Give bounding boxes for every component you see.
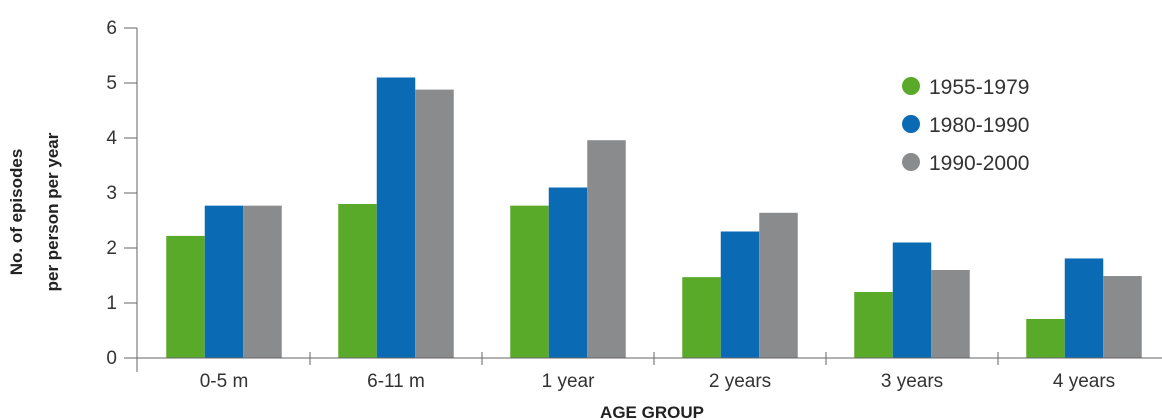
y-tick-label: 6 bbox=[106, 18, 117, 39]
bar-1980-1990-3 years bbox=[892, 242, 932, 358]
y-tick-label: 2 bbox=[106, 238, 117, 259]
bar-1980-1990-1 year bbox=[548, 187, 588, 358]
x-axis-ticks bbox=[136, 352, 999, 372]
x-axis-category-labels: 0-5 m 6-11 m 1 year 2 years 3 years 4 years bbox=[200, 371, 1115, 392]
bar-1990-2000-1 year bbox=[587, 140, 626, 358]
y-axis-title-line-2: per person per year bbox=[43, 132, 62, 291]
legend-label: 1955-1979 bbox=[929, 76, 1029, 99]
bar-1990-2000-3 years bbox=[931, 270, 970, 358]
x-category-label: 3 years bbox=[881, 371, 943, 392]
bar-series-group bbox=[166, 77, 1142, 358]
legend-marker bbox=[902, 153, 920, 171]
y-tick-label: 1 bbox=[106, 293, 117, 314]
x-category-label: 2 years bbox=[709, 371, 771, 392]
bar-1980-1990-4 years bbox=[1064, 258, 1104, 358]
bar-1955-1979-6-11 m bbox=[338, 204, 377, 358]
bar-1955-1979-2 years bbox=[682, 277, 721, 358]
legend-marker bbox=[902, 77, 920, 95]
bar-1980-1990-0-5 m bbox=[204, 205, 244, 358]
x-category-label: 6-11 m bbox=[367, 371, 425, 392]
y-tick-label: 5 bbox=[106, 73, 117, 94]
y-axis-ticks: 0 1 2 3 4 5 6 bbox=[106, 18, 137, 369]
x-category-label: 0-5 m bbox=[200, 371, 249, 392]
x-category-label: 1 year bbox=[542, 371, 595, 392]
bar-1955-1979-4 years bbox=[1026, 318, 1065, 358]
legend-label: 1990-2000 bbox=[929, 152, 1029, 175]
bar-1980-1990-2 years bbox=[720, 231, 760, 358]
y-axis-title: No. of episodes per person per year bbox=[7, 132, 62, 291]
y-tick-label: 0 bbox=[106, 348, 117, 369]
bar-1955-1979-0-5 m bbox=[166, 235, 205, 358]
legend-marker bbox=[902, 115, 920, 133]
x-category-label: 4 years bbox=[1053, 371, 1115, 392]
bar-1990-2000-4 years bbox=[1103, 276, 1142, 358]
bar-1980-1990-6-11 m bbox=[376, 77, 416, 358]
axes bbox=[124, 28, 1162, 359]
bar-1990-2000-2 years bbox=[759, 212, 798, 358]
y-tick-label: 4 bbox=[106, 128, 117, 149]
y-axis-title-line-1: No. of episodes bbox=[7, 149, 26, 276]
bar-1990-2000-6-11 m bbox=[415, 89, 454, 358]
bar-1955-1979-3 years bbox=[854, 292, 893, 358]
bar-1955-1979-1 year bbox=[510, 205, 549, 358]
y-tick-label: 3 bbox=[106, 183, 117, 204]
x-axis-title: AGE GROUP bbox=[600, 403, 704, 420]
legend: 1955-1979 1980-1990 1990-2000 bbox=[902, 76, 1029, 175]
bar-1990-2000-0-5 m bbox=[243, 205, 282, 358]
legend-label: 1980-1990 bbox=[929, 114, 1029, 137]
